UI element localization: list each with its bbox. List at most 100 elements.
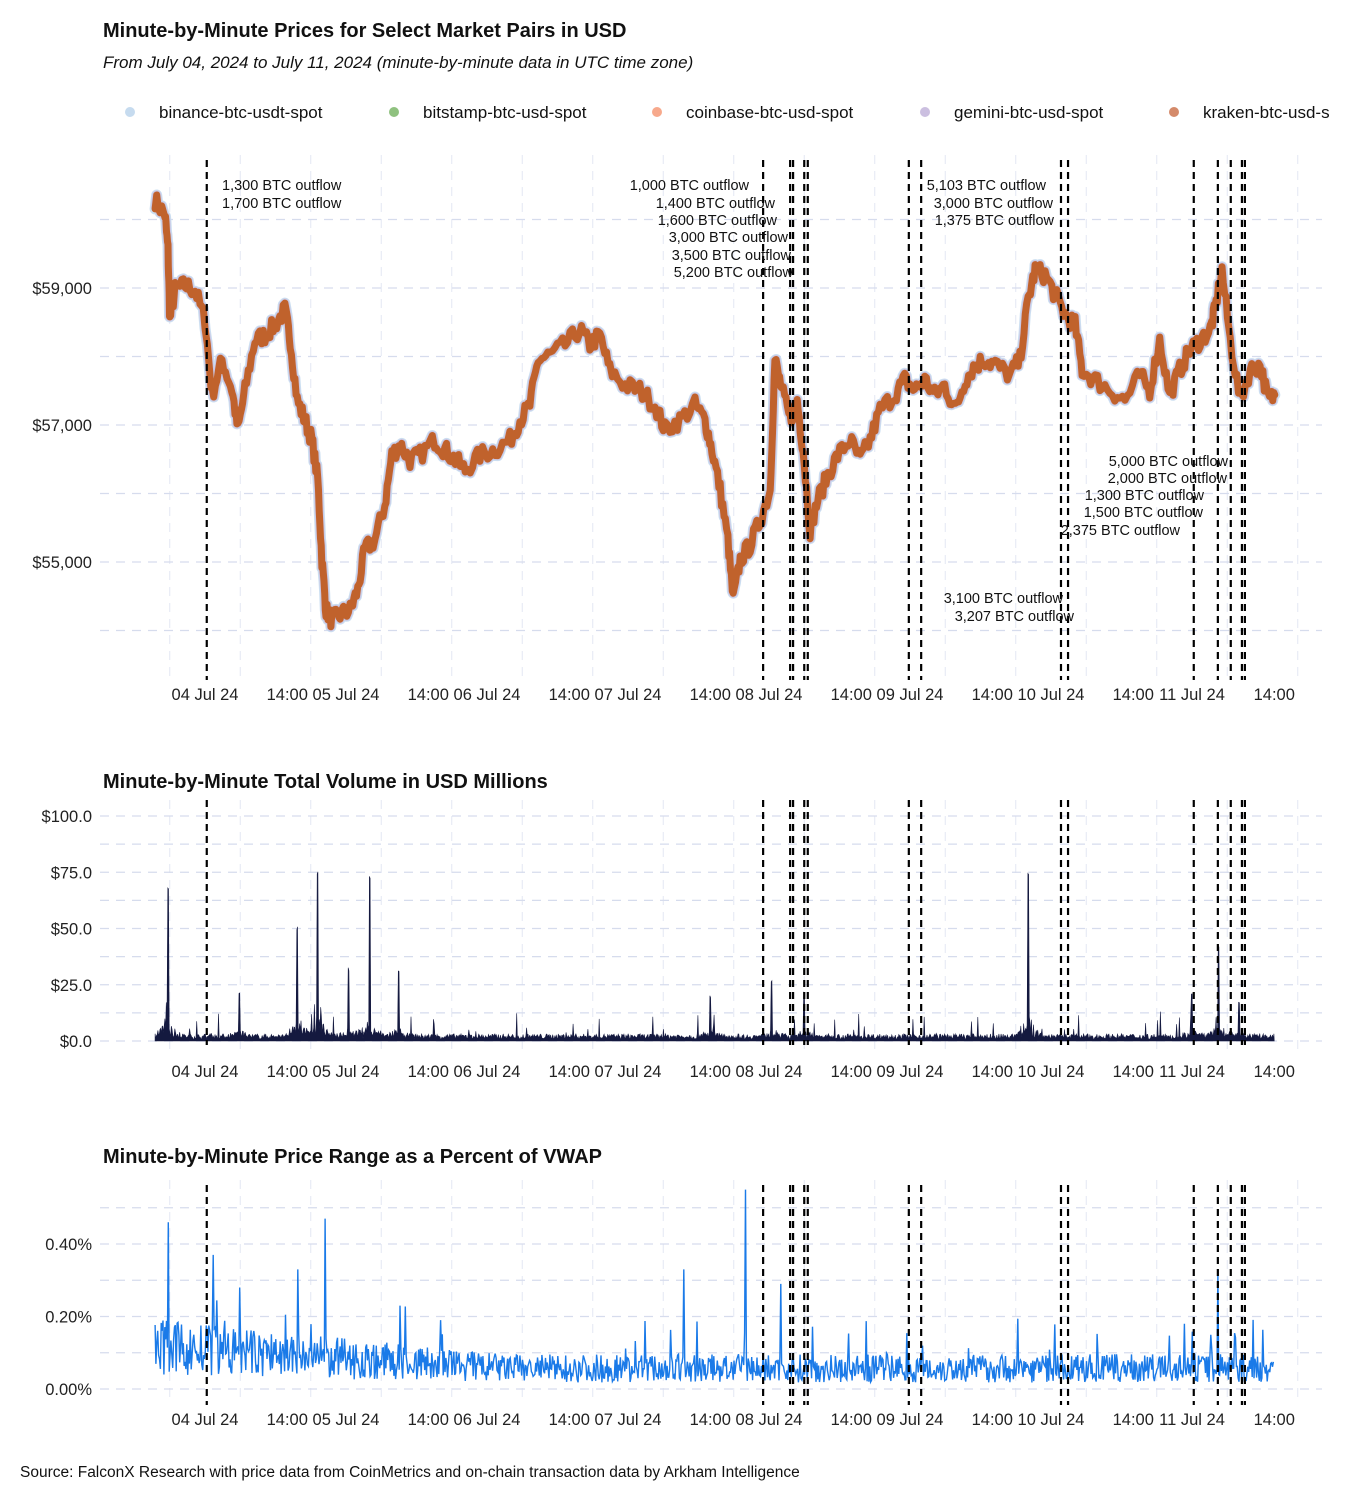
legend-label: gemini-btc-usd-spot bbox=[954, 103, 1104, 122]
x-tick-label: 04 Jul 24 bbox=[172, 1411, 239, 1429]
range-panel: 0.00% 0.20% 0.40% 04 Jul 24 14:00 05 Jul 24 14… bbox=[45, 1180, 1322, 1429]
volume-area bbox=[154, 871, 1275, 1042]
x-tick-label: 14:00 bbox=[549, 1063, 590, 1081]
legend-label: bitstamp-btc-usd-spot bbox=[423, 103, 587, 122]
y-tick-label: $57,000 bbox=[32, 417, 92, 435]
x-tick-label: 14:00 bbox=[408, 1411, 449, 1429]
x-tick-label: 14:00 bbox=[267, 1411, 308, 1429]
x-tick-label: 04 Jul 24 bbox=[172, 686, 239, 704]
legend-label: binance-btc-usdt-spot bbox=[159, 103, 323, 122]
outflow-annotation: 5,000 BTC outflow bbox=[1109, 454, 1229, 470]
x-tick-label: 14:00 bbox=[549, 686, 590, 704]
volume-panel-title: Minute-by-Minute Total Volume in USD Mil… bbox=[103, 771, 548, 793]
y-tick-label: $75.0 bbox=[51, 864, 92, 882]
x-tick-label: 14:00 bbox=[1113, 1411, 1154, 1429]
y-tick-label: 0.40% bbox=[45, 1236, 92, 1254]
kraken-series-line bbox=[151, 191, 1279, 631]
outflow-annotation: 1,300 BTC outflow bbox=[222, 178, 342, 194]
x-tick-label: 14:00 bbox=[690, 1063, 731, 1081]
legend-swatch bbox=[1169, 107, 1179, 117]
y-tick-label: $50.0 bbox=[51, 921, 92, 939]
x-tick-label: 10 Jul 24 bbox=[1018, 686, 1085, 704]
x-tick-label: 07 Jul 24 bbox=[595, 1063, 662, 1081]
x-tick-label: 08 Jul 24 bbox=[736, 1411, 803, 1429]
outflow-annotation: 1,500 BTC outflow bbox=[1084, 505, 1204, 521]
outflow-annotation: 3,100 BTC outflow bbox=[944, 591, 1064, 607]
x-tick-label: 10 Jul 24 bbox=[1018, 1411, 1085, 1429]
x-tick-label: 11 Jul 24 bbox=[1159, 1411, 1225, 1429]
outflow-annotation: 1,600 BTC outflow bbox=[658, 213, 778, 229]
x-tick-label: 14:00 bbox=[831, 1411, 872, 1429]
x-tick-label: 09 Jul 24 bbox=[877, 686, 944, 704]
range-series-line bbox=[154, 1189, 1275, 1385]
x-tick-label: 14:00 bbox=[267, 1063, 308, 1081]
outflow-annotation: 3,000 BTC outflow bbox=[669, 230, 789, 246]
legend-label: kraken-btc-usd-s bbox=[1203, 103, 1330, 122]
x-tick-label: 08 Jul 24 bbox=[736, 686, 803, 704]
outflow-annotation: 3,207 BTC outflow bbox=[955, 609, 1075, 625]
chart-title: Minute-by-Minute Prices for Select Marke… bbox=[103, 20, 626, 42]
outflow-annotation: 1,000 BTC outflow bbox=[630, 178, 750, 194]
legend-label: coinbase-btc-usd-spot bbox=[686, 103, 854, 122]
legend-swatch bbox=[920, 107, 930, 117]
legend: binance-btc-usdt-spot bitstamp-btc-usd-sp… bbox=[125, 103, 1330, 122]
outflow-annotation: 2,375 BTC outflow bbox=[1061, 523, 1181, 539]
x-tick-label: 14:00 bbox=[1254, 686, 1295, 704]
x-tick-label: 14:00 bbox=[831, 686, 872, 704]
y-tick-label: $100.0 bbox=[42, 808, 92, 826]
y-tick-label: 0.00% bbox=[45, 1381, 92, 1399]
outflow-annotation: 1,400 BTC outflow bbox=[656, 196, 776, 212]
outflow-annotation: 5,200 BTC outflow bbox=[674, 265, 794, 281]
x-tick-label: 14:00 bbox=[267, 686, 308, 704]
x-tick-label: 06 Jul 24 bbox=[454, 1063, 521, 1081]
y-tick-label: 0.20% bbox=[45, 1309, 92, 1327]
x-tick-label: 06 Jul 24 bbox=[454, 1411, 521, 1429]
x-tick-label: 14:00 bbox=[1254, 1411, 1295, 1429]
x-tick-label: 04 Jul 24 bbox=[172, 1063, 239, 1081]
x-tick-label: 05 Jul 24 bbox=[313, 1411, 380, 1429]
x-tick-label: 08 Jul 24 bbox=[736, 1063, 803, 1081]
outflow-annotation: 3,500 BTC outflow bbox=[672, 248, 792, 264]
x-tick-label: 14:00 bbox=[690, 1411, 731, 1429]
x-tick-label: 07 Jul 24 bbox=[595, 686, 662, 704]
legend-swatch bbox=[652, 107, 662, 117]
outflow-annotation: 1,300 BTC outflow bbox=[1085, 488, 1205, 504]
x-tick-label: 14:00 bbox=[408, 1063, 449, 1081]
x-tick-label: 14:00 bbox=[690, 686, 731, 704]
x-tick-label: 09 Jul 24 bbox=[877, 1063, 944, 1081]
x-tick-label: 10 Jul 24 bbox=[1018, 1063, 1085, 1081]
legend-swatch bbox=[389, 107, 399, 117]
x-tick-label: 14:00 bbox=[408, 686, 449, 704]
y-tick-label: $25.0 bbox=[51, 977, 92, 995]
x-tick-label: 14:00 bbox=[549, 1411, 590, 1429]
x-tick-label: 05 Jul 24 bbox=[313, 1063, 380, 1081]
x-tick-label: 05 Jul 24 bbox=[313, 686, 380, 704]
y-tick-label: $0.0 bbox=[60, 1033, 92, 1051]
outflow-annotation: 1,700 BTC outflow bbox=[222, 196, 342, 212]
outflow-annotation: 2,000 BTC outflow bbox=[1108, 471, 1228, 487]
y-tick-label: $55,000 bbox=[32, 554, 92, 572]
range-panel-title: Minute-by-Minute Price Range as a Percen… bbox=[103, 1146, 602, 1168]
outflow-annotation: 1,375 BTC outflow bbox=[935, 213, 1055, 229]
x-tick-label: 14:00 bbox=[972, 686, 1013, 704]
x-tick-label: 14:00 bbox=[1113, 686, 1154, 704]
x-tick-label: 14:00 bbox=[1254, 1063, 1295, 1081]
x-tick-label: 14:00 bbox=[972, 1063, 1013, 1081]
y-tick-label: $59,000 bbox=[32, 280, 92, 298]
x-tick-label: 07 Jul 24 bbox=[595, 1411, 662, 1429]
source-note: Source: FalconX Research with price data… bbox=[20, 1464, 800, 1481]
x-tick-label: 09 Jul 24 bbox=[877, 1411, 944, 1429]
outflow-annotation: 5,103 BTC outflow bbox=[927, 178, 1047, 194]
x-tick-label: 11 Jul 24 bbox=[1159, 686, 1225, 704]
x-tick-label: 11 Jul 24 bbox=[1159, 1063, 1225, 1081]
legend-swatch bbox=[125, 107, 135, 117]
outflow-annotation: 3,000 BTC outflow bbox=[934, 196, 1054, 212]
x-tick-label: 14:00 bbox=[1113, 1063, 1154, 1081]
x-tick-label: 14:00 bbox=[972, 1411, 1013, 1429]
x-tick-label: 06 Jul 24 bbox=[454, 686, 521, 704]
price-panel: $55,000 $57,000 $59,000 04 Jul 24 14:00 05 Ju… bbox=[32, 155, 1322, 704]
x-tick-label: 14:00 bbox=[831, 1063, 872, 1081]
volume-panel: $0.0 $25.0 $50.0 $75.0 $100.0 04 Jul 24 14:00 0… bbox=[42, 800, 1322, 1081]
chart-subtitle: From July 04, 2024 to July 11, 2024 (min… bbox=[103, 53, 693, 72]
